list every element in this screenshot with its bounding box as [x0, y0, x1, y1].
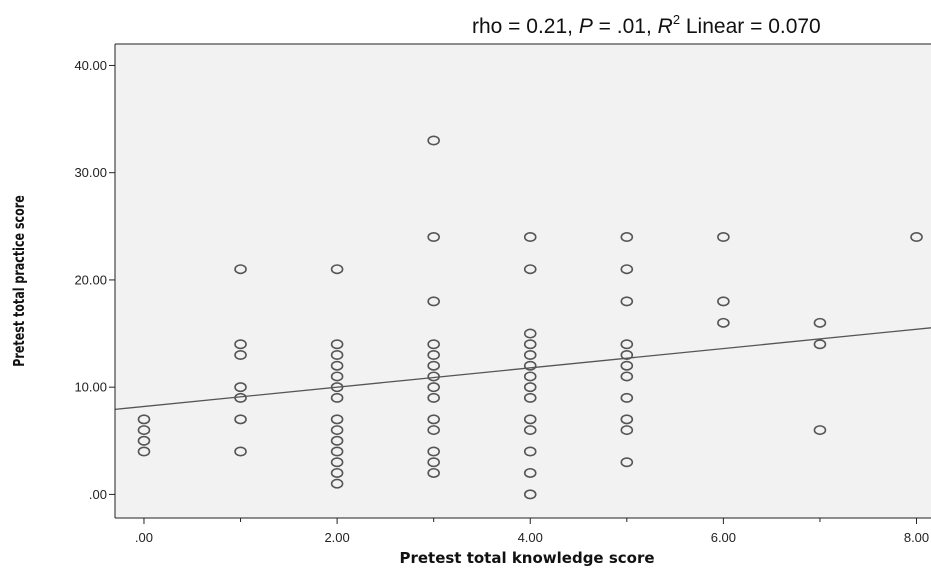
data-point — [523, 446, 537, 457]
y-axis-title: Pretest total practice score — [11, 195, 28, 366]
x-tick-label: .00 — [135, 530, 153, 545]
annotation-prefix: rho = 0.21, — [472, 15, 579, 38]
data-point — [427, 414, 440, 425]
data-point — [330, 382, 344, 393]
data-point — [330, 478, 344, 489]
data-point — [330, 371, 344, 382]
data-point — [813, 317, 827, 328]
data-point — [523, 232, 537, 243]
data-point — [523, 425, 537, 436]
data-point — [234, 264, 247, 275]
data-point — [234, 339, 247, 350]
y-tick-label: 40.00 — [74, 58, 107, 73]
data-point — [523, 371, 537, 382]
data-point — [523, 339, 537, 350]
data-point — [427, 425, 440, 436]
data-point — [330, 467, 344, 478]
data-point — [620, 414, 634, 425]
data-point — [523, 382, 537, 393]
data-point — [717, 317, 730, 328]
x-axis-title: Pretest total knowledge score — [399, 549, 654, 567]
data-point — [427, 339, 440, 350]
data-point — [620, 457, 634, 468]
data-point — [330, 360, 344, 371]
data-point — [330, 339, 344, 350]
data-point — [717, 296, 730, 307]
data-point — [523, 467, 537, 478]
data-point — [330, 435, 344, 446]
data-point — [427, 349, 440, 360]
annotation-text: rho = 0.21, P = .01, R2 Linear = 0.070 — [472, 12, 821, 38]
data-point — [523, 414, 537, 425]
data-point — [137, 414, 151, 425]
data-point — [234, 392, 247, 403]
y-tick-label: .00 — [89, 487, 107, 502]
data-point — [813, 425, 827, 436]
data-point — [427, 446, 440, 457]
data-point — [620, 264, 634, 275]
data-point — [910, 232, 923, 243]
plot-area — [115, 44, 931, 518]
data-point — [620, 296, 634, 307]
data-point — [427, 135, 440, 146]
data-point — [330, 414, 344, 425]
data-point — [620, 339, 634, 350]
x-axis-ticks: .00 2.00 4.00 6.00 8.00 — [135, 518, 929, 545]
data-point — [330, 446, 344, 457]
data-point — [137, 425, 151, 436]
annotation-p-symbol: P — [579, 15, 593, 38]
data-point — [137, 435, 151, 446]
data-point — [523, 489, 537, 500]
data-point — [523, 392, 537, 403]
y-tick-label: 20.00 — [74, 272, 107, 287]
data-point — [137, 446, 151, 457]
fit-line-group — [114, 327, 931, 411]
data-point — [523, 349, 537, 360]
x-tick-label: 2.00 — [324, 530, 349, 545]
data-point — [523, 328, 537, 339]
data-point — [620, 371, 634, 382]
regression-line — [114, 327, 931, 411]
x-tick-label: 4.00 — [518, 530, 543, 545]
y-axis-ticks: .00 10.00 20.00 30.00 40.00 — [74, 58, 115, 502]
data-point — [427, 371, 440, 382]
data-point — [427, 467, 440, 478]
annotation-r-symbol: R — [658, 15, 673, 38]
data-point — [234, 349, 247, 360]
data-point — [620, 425, 634, 436]
data-point — [234, 446, 247, 457]
data-point — [427, 232, 440, 243]
x-tick-label: 8.00 — [904, 530, 929, 545]
data-point — [427, 457, 440, 468]
data-point — [717, 232, 730, 243]
data-point — [330, 392, 344, 403]
data-point — [620, 360, 634, 371]
data-point — [330, 349, 344, 360]
y-tick-label: 10.00 — [74, 380, 107, 395]
annotation-r-superscript: 2 — [673, 12, 680, 27]
data-point — [813, 339, 827, 350]
data-point — [427, 360, 440, 371]
data-point — [620, 232, 634, 243]
data-point — [620, 392, 634, 403]
y-tick-label: 30.00 — [74, 165, 107, 180]
data-point — [427, 382, 440, 393]
data-point — [427, 296, 440, 307]
data-point — [523, 360, 537, 371]
data-point — [330, 425, 344, 436]
data-point — [330, 457, 344, 468]
x-tick-label: 6.00 — [711, 530, 736, 545]
data-point — [620, 349, 634, 360]
data-point — [234, 382, 247, 393]
data-point — [234, 414, 247, 425]
annotation-p-value: = .01, — [593, 15, 658, 38]
data-point — [523, 264, 537, 275]
data-points — [137, 135, 923, 500]
annotation-r-value: Linear = 0.070 — [680, 15, 821, 38]
data-point — [330, 264, 344, 275]
data-point — [427, 392, 440, 403]
